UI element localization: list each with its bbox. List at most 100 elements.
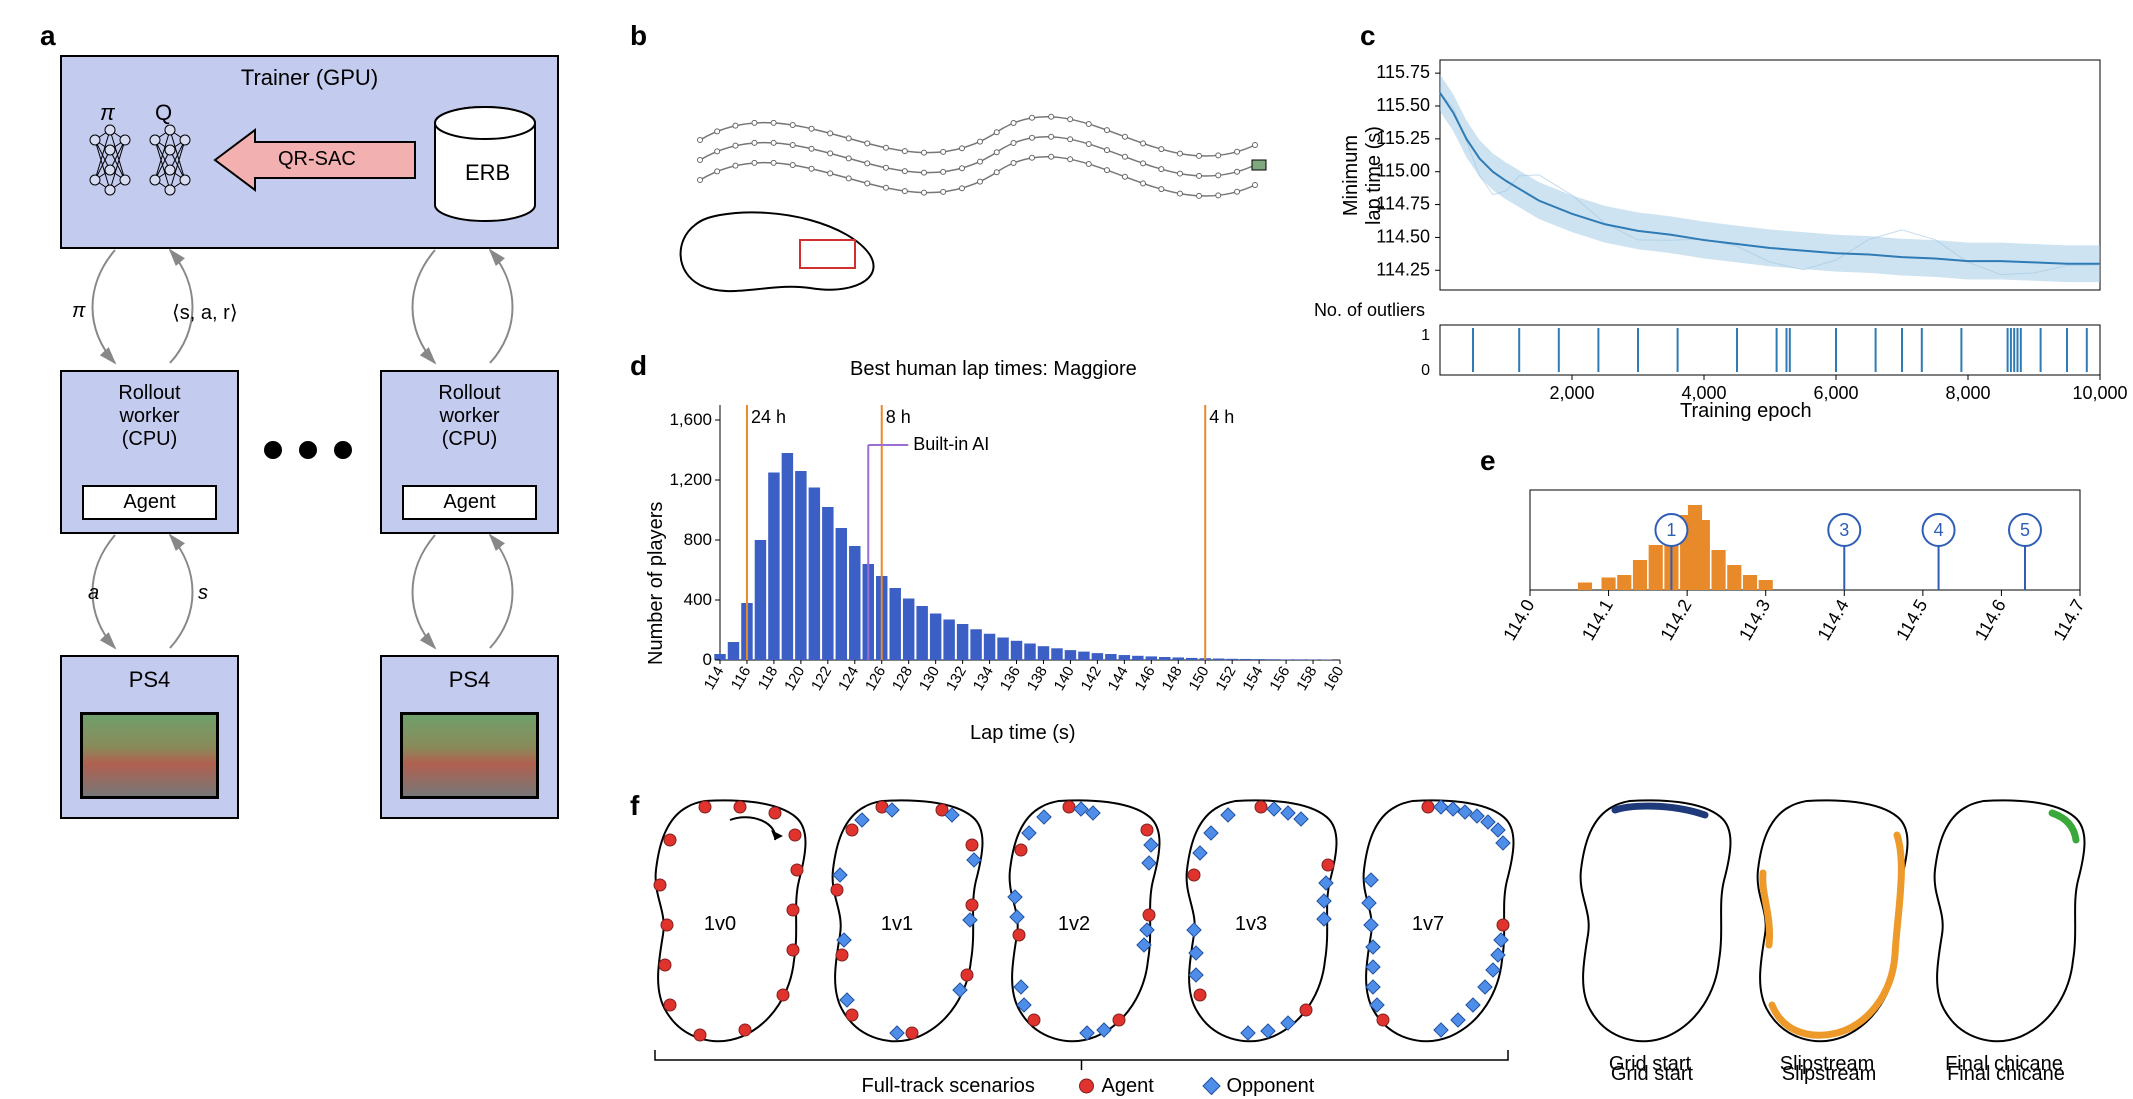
d-ylabel: Number of players [645,502,668,665]
agent-1: Agent [82,485,217,520]
pi-side: π [72,300,85,323]
rollout-title-1: Rollout worker (CPU) [62,382,237,451]
svg-text:114.1: 114.1 [1578,596,1617,644]
panel-c-svg: 115.75115.50115.25115.00114.75114.50114.… [1330,45,2120,405]
svg-text:0: 0 [1421,362,1430,379]
svg-text:115.75: 115.75 [1376,62,1430,82]
d-title: Best human lap times: Maggiore [850,358,1137,381]
svg-text:128: 128 [889,664,916,694]
panel-d-svg: 1,6001,200800400011411611812012212412612… [640,385,1360,725]
svg-text:115.50: 115.50 [1376,95,1430,115]
svg-text:1: 1 [1666,520,1676,540]
screenshot-2 [400,712,539,799]
svg-text:150: 150 [1185,664,1212,694]
label-b: b [630,20,647,52]
pi-sym: π [100,100,115,126]
svg-text:134: 134 [970,664,997,694]
svg-text:1v3: 1v3 [1235,913,1267,935]
q-sym: Q [155,100,172,126]
svg-text:10,000: 10,000 [2072,383,2127,403]
svg-text:130: 130 [916,664,943,694]
svg-text:5: 5 [2020,520,2030,540]
svg-text:8 h: 8 h [886,407,911,427]
c-outlier-label: No. of outliers [1305,300,1425,321]
svg-text:8,000: 8,000 [1945,383,1990,403]
ps4-1: PS4 [62,667,237,693]
svg-text:4 h: 4 h [1209,407,1234,427]
c-ylabel: Minimum lap time (s) [1340,126,1386,225]
ps4-2: PS4 [382,667,557,693]
svg-text:126: 126 [862,664,889,694]
ps4-box-1: PS4 [60,655,239,819]
panel-f-svg: 1v0 1v1 1v2 1v3 1v7 Full-track scenarios Agent… [625,785,2125,1095]
svg-text:1,200: 1,200 [669,470,712,489]
rollout-box-2: Rollout worker (CPU) Agent [380,370,559,534]
svg-text:Full-track scenarios: Full-track scenarios [862,1075,1035,1097]
svg-text:158: 158 [1293,664,1320,694]
svg-text:Slipstream: Slipstream [1782,1063,1876,1085]
svg-text:124: 124 [835,664,862,694]
svg-text:122: 122 [808,664,835,694]
svg-text:1: 1 [1421,327,1430,344]
svg-text:144: 144 [1105,664,1132,694]
svg-text:1,600: 1,600 [669,410,712,429]
svg-text:114.2: 114.2 [1656,596,1695,644]
svg-text:Agent: Agent [1102,1075,1155,1097]
svg-text:Opponent: Opponent [1227,1075,1315,1097]
svg-text:114.7: 114.7 [2049,596,2088,644]
ps4-box-2: PS4 [380,655,559,819]
svg-text:136: 136 [997,664,1024,694]
svg-text:118: 118 [755,664,782,693]
svg-text:1v7: 1v7 [1412,913,1444,935]
svg-text:4: 4 [1934,520,1944,540]
erb-text: ERB [465,160,510,186]
svg-text:114.0: 114.0 [1499,596,1538,644]
svg-text:114.6: 114.6 [1971,596,2010,644]
svg-text:156: 156 [1266,664,1293,694]
svg-text:146: 146 [1132,664,1159,694]
sar: ⟨s, a, r⟩ [172,300,238,325]
svg-text:114.25: 114.25 [1376,259,1430,279]
svg-text:152: 152 [1212,664,1239,694]
panel-b-svg [640,50,1280,310]
trainer-rollout-arrows [60,245,560,370]
svg-text:1v2: 1v2 [1058,913,1090,935]
label-d: d [630,350,647,382]
qr-sac-text: QR-SAC [278,148,356,171]
svg-text:160: 160 [1320,664,1347,694]
rollout-box-1: Rollout worker (CPU) Agent [60,370,239,534]
svg-text:Built-in AI: Built-in AI [913,434,989,454]
svg-text:800: 800 [684,530,712,549]
svg-text:132: 132 [943,664,970,694]
agent-2: Agent [402,485,537,520]
d-xlabel: Lap time (s) [970,722,1076,745]
svg-text:120: 120 [781,664,808,694]
nn-svg [80,125,210,230]
svg-text:154: 154 [1239,664,1266,694]
svg-text:2,000: 2,000 [1549,383,1594,403]
label-a: a [40,20,56,52]
svg-text:114.4: 114.4 [1814,596,1853,644]
rollout-ps4-arrows [60,530,560,655]
svg-text:400: 400 [684,590,712,609]
svg-text:1v0: 1v0 [704,913,736,935]
svg-text:3: 3 [1839,520,1849,540]
svg-text:140: 140 [1051,664,1078,694]
rollout-title-2: Rollout worker (CPU) [382,382,557,451]
figure-root: a b c d e f Trainer (GPU) π Q [0,0,2133,1099]
trainer-title: Trainer (GPU) [62,65,557,91]
svg-text:138: 138 [1024,664,1051,694]
svg-text:Final chicane: Final chicane [1947,1063,2065,1085]
svg-text:142: 142 [1078,664,1105,694]
s-sym: s [198,582,208,605]
svg-text:6,000: 6,000 [1813,383,1858,403]
svg-text:1v1: 1v1 [881,913,913,935]
screenshot-1 [80,712,219,799]
panel-e-svg: 1 3 4 5 114.0 114.1 114.2 114.3 114.4 114.5 114.6 1… [1490,470,2100,700]
svg-text:114.3: 114.3 [1735,596,1774,644]
svg-text:114.5: 114.5 [1892,596,1931,644]
svg-text:116: 116 [728,664,755,693]
c-xlabel: Training epoch [1680,400,1812,423]
svg-text:Grid start: Grid start [1611,1063,1694,1085]
svg-text:148: 148 [1158,664,1185,694]
